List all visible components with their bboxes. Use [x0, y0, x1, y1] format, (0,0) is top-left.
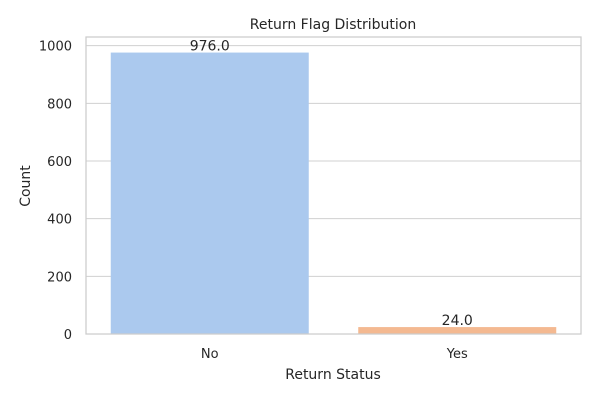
y-tick-label: 1000 — [39, 40, 72, 55]
y-tick-label: 200 — [47, 270, 72, 285]
y-tick-label: 400 — [47, 213, 72, 228]
bar-no — [110, 52, 309, 335]
bar-yes — [358, 327, 557, 334]
y-axis-label: Count — [18, 165, 34, 207]
y-tick-label: 800 — [47, 97, 72, 112]
y-tick-label: 600 — [47, 155, 72, 170]
x-axis-label: Return Status — [285, 367, 381, 383]
data-labels: 976.0 24.0 — [190, 39, 473, 330]
x-axis-ticks: No Yes — [201, 347, 468, 362]
x-tick-label: No — [201, 347, 219, 362]
plot-frame — [85, 36, 582, 335]
x-tick-label: Yes — [446, 347, 468, 362]
y-tick-label: 0 — [64, 328, 72, 343]
data-label: 976.0 — [190, 39, 230, 55]
chart-title: Return Flag Distribution — [250, 17, 416, 33]
y-axis-ticks: 0 200 400 600 800 1000 — [39, 40, 72, 343]
data-label: 24.0 — [442, 313, 473, 329]
bars — [110, 52, 557, 335]
